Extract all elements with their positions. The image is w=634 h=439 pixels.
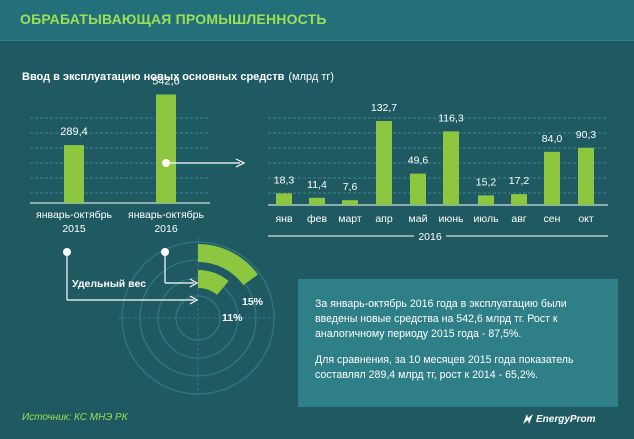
brand-name: EnergyProm <box>536 414 596 425</box>
month-bar-1 <box>309 197 325 205</box>
year-label-bg <box>414 229 446 243</box>
month-value-label-7: 17,2 <box>509 175 530 187</box>
month-value-label-0: 18,3 <box>274 174 295 186</box>
month-label-7: авг <box>511 213 526 225</box>
category-label-0: январь-октябрь <box>36 209 112 221</box>
radial-bar-inner <box>198 270 229 295</box>
source-note: Источник: КС МНЭ РК <box>22 412 128 423</box>
month-value-label-8: 84,0 <box>542 133 563 145</box>
summary-paragraph-1: За январь-октябрь 2016 года в эксплуатац… <box>315 298 567 340</box>
month-bar-8 <box>544 151 560 205</box>
connector-dot-right <box>162 159 170 167</box>
radial-bar-outer <box>198 244 258 286</box>
connector-arrow-left-lower <box>189 295 199 305</box>
radial-label-inner: 11% <box>222 312 243 324</box>
month-bar-5 <box>443 131 459 205</box>
summary-box: За январь-октябрь 2016 года в эксплуатац… <box>298 279 618 407</box>
month-value-label-6: 15,2 <box>476 176 497 188</box>
category-year-label-0: 2015 <box>62 223 86 235</box>
month-label-2: март <box>338 213 362 225</box>
bar-0 <box>64 145 84 203</box>
radial-title: Удельный вес <box>72 278 146 290</box>
bar-1 <box>156 94 176 203</box>
month-value-label-2: 7,6 <box>343 181 358 193</box>
category-year-label-1: 2016 <box>154 223 178 235</box>
connector-dot-left <box>63 248 71 256</box>
month-label-1: фев <box>307 213 327 225</box>
chart-subtitle: Ввод в эксплуатацию новых основных средс… <box>22 71 334 83</box>
connector-arrow-mid <box>189 278 199 288</box>
month-bar-0 <box>276 193 292 205</box>
connector-dot-mid <box>161 248 169 256</box>
radial-label-outer: 15% <box>242 296 264 308</box>
month-bar-3 <box>376 121 392 205</box>
month-value-label-5: 116,3 <box>438 112 464 124</box>
month-value-label-1: 11,4 <box>307 179 327 191</box>
month-value-label-3: 132,7 <box>371 102 397 114</box>
month-value-label-4: 49,6 <box>408 155 429 167</box>
month-bar-2 <box>342 200 358 205</box>
month-label-3: апр <box>375 213 393 225</box>
month-label-5: июнь <box>438 213 464 225</box>
month-value-label-9: 90,3 <box>576 129 597 141</box>
month-label-0: янв <box>275 213 292 225</box>
category-label-1: январь-октябрь <box>128 209 204 221</box>
month-label-4: май <box>409 213 428 225</box>
month-label-8: сен <box>544 213 561 225</box>
month-bar-6 <box>478 195 494 205</box>
page-title: ОБРАБАТЫВАЮЩАЯ ПРОМЫШЛЕННОСТЬ <box>20 11 327 27</box>
chart-units: (млрд тг) <box>288 71 335 83</box>
connector-arrow-right <box>235 158 246 168</box>
header-bar: ОБРАБАТЫВАЮЩАЯ ПРОМЫШЛЕННОСТЬ <box>0 0 634 41</box>
month-bar-9 <box>578 147 594 205</box>
bar-value-label-1: 542,6 <box>152 75 180 87</box>
chart-title: Ввод в эксплуатацию новых основных средс… <box>22 71 285 83</box>
month-bar-4 <box>410 173 426 205</box>
month-label-9: окт <box>578 213 594 225</box>
month-label-6: июль <box>473 213 499 225</box>
bar-value-label-0: 289,4 <box>60 126 88 138</box>
energyprom-logo-icon <box>523 414 533 424</box>
month-bar-7 <box>511 194 527 205</box>
year-axis-label: 2016 <box>418 231 442 243</box>
summary-paragraph-2: Для сравнения, за 10 месяцев 2015 года п… <box>315 354 574 381</box>
